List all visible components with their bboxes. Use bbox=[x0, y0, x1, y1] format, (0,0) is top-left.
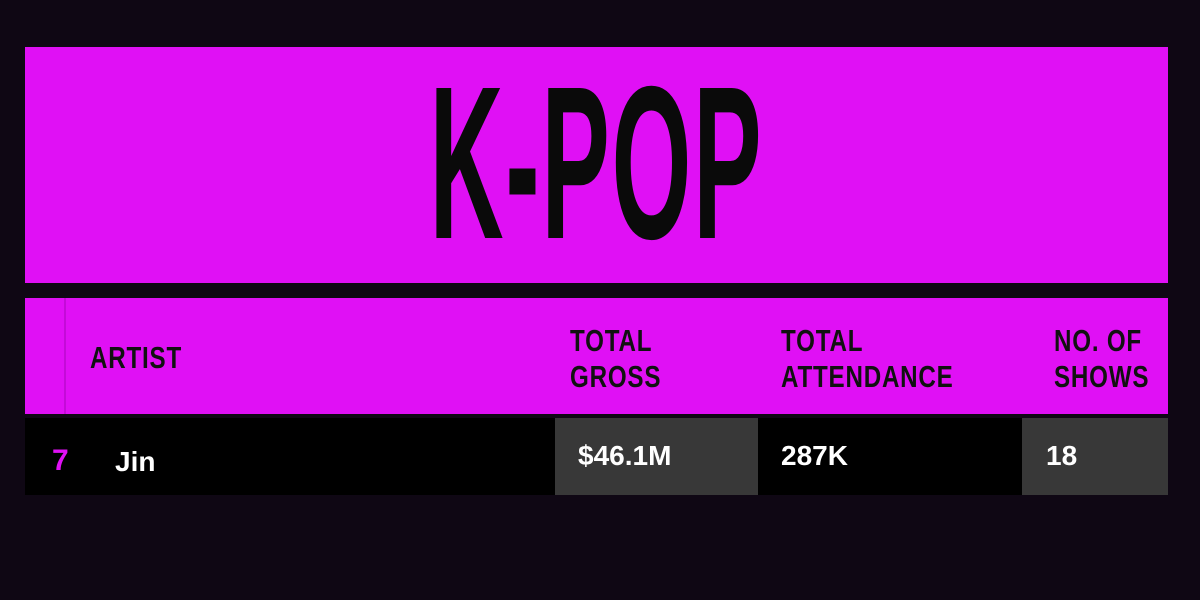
artist: Jin bbox=[115, 446, 156, 477]
cell-background bbox=[1022, 418, 1168, 495]
show-count: 18 bbox=[1046, 440, 1078, 471]
column-header-line: ATTENDANCE bbox=[781, 359, 954, 394]
column-header-line: GROSS bbox=[570, 359, 662, 394]
table-header bbox=[25, 298, 1168, 414]
column-header: TOTAL ATTENDANCE bbox=[781, 323, 954, 395]
column-header-line: SHOWS bbox=[1054, 359, 1150, 394]
title: K-POP bbox=[429, 42, 764, 285]
column-header-line: TOTAL bbox=[781, 323, 864, 358]
column-header: NO. OF SHOWS bbox=[1054, 323, 1149, 395]
column-header: TOTAL GROSS bbox=[570, 323, 661, 395]
column-header-line: TOTAL bbox=[570, 323, 653, 358]
total-attendance: 287K bbox=[781, 440, 848, 471]
column-header: ARTIST bbox=[90, 340, 182, 376]
title-banner: K-POP bbox=[25, 47, 1168, 283]
rank: 7 bbox=[52, 444, 69, 477]
column-header-line: ARTIST bbox=[90, 340, 182, 375]
total-gross: $46.1M bbox=[578, 440, 672, 471]
column-header-line: NO. OF bbox=[1054, 323, 1142, 358]
header-divider bbox=[64, 298, 66, 414]
cell-background bbox=[555, 418, 758, 495]
